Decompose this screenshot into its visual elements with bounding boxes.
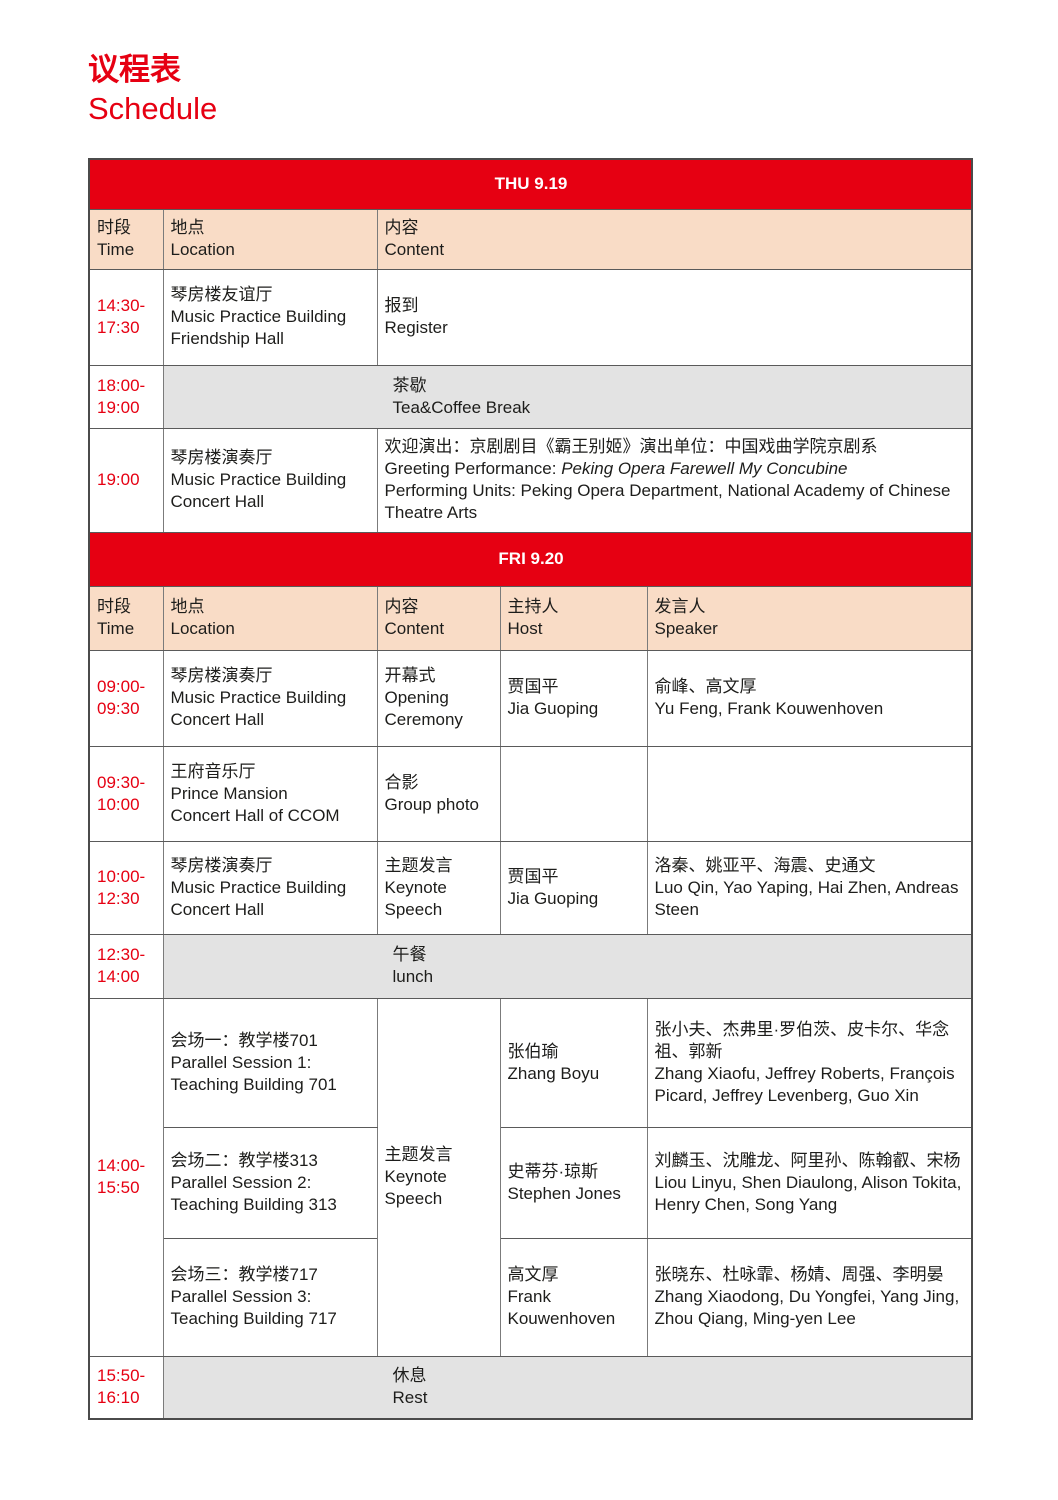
cell-time: 10:00- 12:30 (88, 840, 164, 935)
column-header-location: 地点 Location (162, 585, 378, 651)
table-row: 15:50- 16:10 休息 Rest (88, 1355, 973, 1420)
table-row: THU 9.19 (88, 158, 973, 210)
table-row: FRI 9.20 (88, 531, 973, 587)
table-row: 时段 Time 地点 Location 内容 Content (88, 208, 973, 270)
column-header-content: 内容 Content (376, 585, 501, 651)
cell-time: 12:30- 14:00 (88, 933, 164, 999)
break-label: 休息 Rest (392, 1366, 428, 1408)
cell-location-session-3: 会场三：教学楼717 Parallel Session 3: Teaching … (162, 1237, 378, 1357)
column-header-speaker: 发言人 Speaker (646, 585, 973, 651)
cell-time: 14:00- 15:50 (88, 997, 164, 1357)
cell-host: 贾国平 Jia Guoping (499, 649, 648, 747)
cell-location: 琴房楼演奏厅 Music Practice Building Concert H… (162, 427, 378, 533)
break-label: 午餐 lunch (392, 945, 434, 986)
cell-host: 贾国平 Jia Guoping (499, 840, 648, 935)
column-header-host: 主持人 Host (499, 585, 648, 651)
performing-units-line: Performing Units: Peking Opera Departmen… (384, 481, 951, 522)
cell-content: 报到 Register (376, 268, 973, 366)
performance-line-zh: 欢迎演出：京剧剧目《霸王别姬》演出单位：中国戏曲学院京剧系 (384, 437, 878, 456)
table-row: 09:00- 09:30 琴房楼演奏厅 Music Practice Build… (88, 649, 973, 747)
opera-title: Peking Opera Farewell My Concubine (561, 459, 848, 478)
day-band-fri: FRI 9.20 (88, 531, 973, 587)
cell-time: 14:30- 17:30 (88, 268, 164, 366)
table-row: 09:30- 10:00 王府音乐厅 Prince Mansion Concer… (88, 745, 973, 842)
cell-speaker: 洛秦、姚亚平、海震、史通文 Luo Qin, Yao Yaping, Hai Z… (646, 840, 973, 935)
cell-time: 15:50- 16:10 (88, 1355, 164, 1420)
cell-content: 主题发言 Keynote Speech (376, 997, 501, 1357)
cell-location: 琴房楼友谊厅 Music Practice Building Friendshi… (162, 268, 378, 366)
table-row: 会场二：教学楼313 Parallel Session 2: Teaching … (89, 1126, 973, 1239)
cell-host (499, 745, 648, 842)
cell-time: 19:00 (88, 427, 164, 533)
cell-content: 欢迎演出：京剧剧目《霸王别姬》演出单位：中国戏曲学院京剧系 Greeting P… (376, 427, 973, 533)
cell-time: 18:00- 19:00 (88, 364, 164, 429)
cell-location-session-1: 会场一：教学楼701 Parallel Session 1: Teaching … (162, 997, 378, 1128)
cell-location: 琴房楼演奏厅 Music Practice Building Concert H… (162, 649, 378, 747)
table-row: 18:00- 19:00 茶歇 Tea&Coffee Break (88, 364, 973, 429)
day-band-thu: THU 9.19 (88, 158, 973, 210)
cell-break: 茶歇 Tea&Coffee Break (162, 364, 973, 429)
cell-speaker-session-1: 张小夫、杰弗里·罗伯茨、皮卡尔、华念祖、郭新 Zhang Xiaofu, Jef… (646, 997, 973, 1128)
table-row: 14:30- 17:30 琴房楼友谊厅 Music Practice Build… (88, 268, 973, 366)
cell-speaker-session-3: 张晓东、杜咏霏、杨婧、周强、李明晏 Zhang Xiaodong, Du Yon… (646, 1237, 973, 1357)
cell-content: 合影 Group photo (376, 745, 501, 842)
cell-host-session-3: 高文厚 Frank Kouwenhoven (499, 1237, 648, 1357)
cell-host-session-1: 张伯瑜 Zhang Boyu (499, 997, 648, 1128)
page-title-zh: 议程表 (88, 52, 181, 87)
table-row: 时段 Time 地点 Location 内容 Content 主持人 Host … (88, 585, 973, 651)
performance-line-en: Greeting Performance: Peking Opera Farew… (384, 459, 848, 478)
cell-location-session-2: 会场二：教学楼313 Parallel Session 2: Teaching … (162, 1126, 378, 1239)
table-row: 19:00 琴房楼演奏厅 Music Practice Building Con… (88, 427, 973, 533)
break-label: 茶歇 Tea&Coffee Break (392, 375, 531, 417)
cell-location: 王府音乐厅 Prince Mansion Concert Hall of CCO… (162, 745, 378, 842)
cell-time: 09:00- 09:30 (88, 649, 164, 747)
cell-speaker (646, 745, 973, 842)
cell-speaker-session-2: 刘麟玉、沈雕龙、阿里孙、陈翰叡、宋杨 Liou Linyu, Shen Diau… (646, 1126, 973, 1239)
column-header-time: 时段 Time (88, 208, 164, 270)
cell-break: 休息 Rest (162, 1355, 973, 1420)
page-title-en: Schedule (88, 91, 218, 126)
table-row: 会场三：教学楼717 Parallel Session 3: Teaching … (89, 1237, 973, 1357)
column-header-content: 内容 Content (376, 208, 973, 270)
table-row: 10:00- 12:30 琴房楼演奏厅 Music Practice Build… (88, 840, 973, 935)
table-row: 14:00- 15:50 会场一：教学楼701 Parallel Session… (88, 997, 973, 1357)
column-header-location: 地点 Location (162, 208, 378, 270)
column-header-time: 时段 Time (88, 585, 164, 651)
page-title: 议程表 Schedule (88, 50, 217, 128)
cell-speaker: 俞峰、高文厚 Yu Feng, Frank Kouwenhoven (646, 649, 973, 747)
cell-content: 开幕式 Opening Ceremony (376, 649, 501, 747)
cell-content: 主题发言 Keynote Speech (376, 840, 501, 935)
cell-time: 09:30- 10:00 (88, 745, 164, 842)
cell-host-session-2: 史蒂芬·琼斯 Stephen Jones (499, 1126, 648, 1239)
cell-location: 琴房楼演奏厅 Music Practice Building Concert H… (162, 840, 378, 935)
cell-break: 午餐 lunch (162, 933, 973, 999)
table-row: 12:30- 14:00 午餐 lunch (88, 933, 973, 999)
schedule-table: THU 9.19 时段 Time 地点 Location 内容 Content … (88, 158, 974, 1420)
